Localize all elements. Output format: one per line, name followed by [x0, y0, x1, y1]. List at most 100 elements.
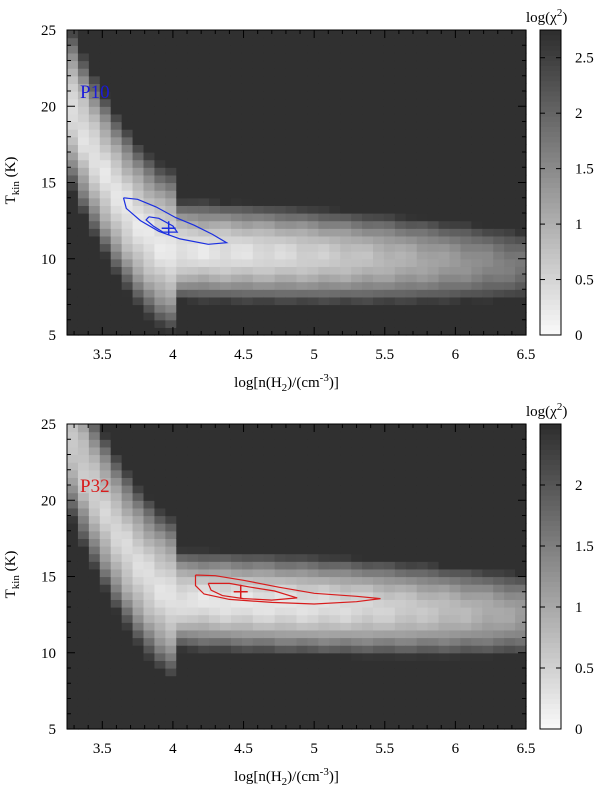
heatmap-cell: [220, 60, 232, 69]
heatmap-cell: [504, 167, 516, 176]
heatmap-cell: [383, 182, 396, 191]
heatmap-cell: [493, 584, 505, 593]
heatmap-cell: [88, 675, 101, 684]
heatmap-cell: [427, 439, 440, 448]
heatmap-cell: [515, 213, 527, 222]
heatmap-cell: [373, 213, 385, 222]
axis-title-part: )/(cm: [287, 769, 320, 785]
heatmap-cell: [230, 652, 243, 661]
heatmap-cell: [110, 190, 123, 199]
heatmap-cell: [427, 485, 440, 494]
heatmap-cell: [263, 469, 276, 478]
heatmap-cell: [515, 312, 527, 321]
heatmap-cell: [394, 530, 407, 539]
heatmap-cell: [176, 98, 188, 107]
heatmap-cell: [362, 507, 374, 517]
heatmap-cell: [515, 454, 527, 463]
heatmap-cell: [88, 213, 101, 222]
heatmap-cell: [329, 477, 341, 486]
heatmap-cell: [427, 45, 440, 54]
heatmap-cell: [460, 304, 472, 313]
heatmap-cell: [99, 136, 112, 145]
heatmap-cell: [241, 289, 254, 298]
heatmap-cell: [482, 182, 494, 191]
heatmap-cell: [416, 660, 429, 669]
heatmap-cell: [405, 477, 418, 486]
heatmap-cell: [394, 424, 407, 433]
heatmap-cell: [416, 296, 429, 306]
heatmap-cell: [515, 500, 527, 509]
heatmap-cell: [187, 205, 199, 214]
heatmap-cell: [230, 205, 243, 214]
heatmap-cell: [449, 136, 462, 145]
colorbar-step: [540, 698, 561, 704]
heatmap-cell: [318, 319, 330, 328]
heatmap-cell: [351, 622, 363, 631]
heatmap-cell: [340, 106, 352, 115]
heatmap-cell: [318, 591, 330, 600]
heatmap-cell: [198, 568, 210, 578]
heatmap-cell: [383, 327, 396, 336]
heatmap-cell: [77, 327, 90, 336]
heatmap-cell: [274, 683, 287, 692]
heatmap-cell: [99, 152, 112, 161]
heatmap-cell: [318, 637, 330, 646]
heatmap-cell: [427, 507, 440, 517]
heatmap-cell: [285, 113, 298, 123]
heatmap-cell: [362, 668, 374, 677]
heatmap-cell: [318, 538, 330, 547]
heatmap-cell: [77, 274, 90, 283]
heatmap-cell: [427, 690, 440, 700]
heatmap-cell: [88, 319, 101, 328]
heatmap-cell: [416, 30, 429, 39]
heatmap-cell: [351, 668, 363, 677]
heatmap-cell: [504, 561, 516, 570]
heatmap-cell: [351, 599, 363, 608]
heatmap-cell: [307, 274, 319, 283]
heatmap-cell: [504, 622, 516, 631]
heatmap-cell: [230, 584, 243, 593]
heatmap-cell: [88, 91, 101, 100]
heatmap-cell: [99, 113, 112, 123]
heatmap-cell: [405, 675, 418, 684]
heatmap-cell: [405, 683, 418, 692]
heatmap-cell: [460, 190, 472, 199]
heatmap-cell: [220, 576, 232, 585]
heatmap-cell: [296, 576, 309, 585]
heatmap-cell: [438, 121, 451, 130]
heatmap-cell: [198, 30, 210, 39]
heatmap-cell: [340, 568, 352, 578]
heatmap-cell: [515, 235, 527, 245]
heatmap-cell: [121, 568, 134, 578]
heatmap-cell: [176, 431, 188, 440]
heatmap-cell: [504, 136, 516, 145]
heatmap-cell: [176, 629, 188, 639]
heatmap-cell: [493, 576, 505, 585]
heatmap-cell: [307, 431, 319, 440]
heatmap-cell: [329, 52, 341, 62]
heatmap-cell: [504, 159, 516, 168]
heatmap-cell: [307, 462, 319, 471]
heatmap-cell: [351, 296, 363, 306]
heatmap-cell: [209, 136, 221, 145]
heatmap-cell: [154, 660, 166, 669]
heatmap-cell: [504, 52, 516, 62]
heatmap-cell: [230, 167, 243, 176]
heatmap-cell: [493, 652, 505, 661]
colorbar-step: [540, 65, 561, 72]
heatmap-cell: [296, 197, 309, 206]
heatmap-cell: [143, 568, 156, 578]
heatmap-cell: [504, 281, 516, 290]
heatmap-cell: [132, 629, 145, 639]
heatmap-cell: [99, 144, 112, 153]
heatmap-cell: [471, 439, 483, 448]
heatmap-cell: [449, 454, 462, 463]
heatmap-cell: [405, 645, 418, 654]
heatmap-cell: [274, 431, 287, 440]
heatmap-cell: [77, 266, 90, 275]
heatmap-cell: [121, 75, 134, 84]
heatmap-cell: [88, 637, 101, 646]
heatmap-cell: [88, 258, 101, 267]
heatmap-cell: [252, 167, 265, 176]
heatmap-cell: [241, 675, 254, 684]
